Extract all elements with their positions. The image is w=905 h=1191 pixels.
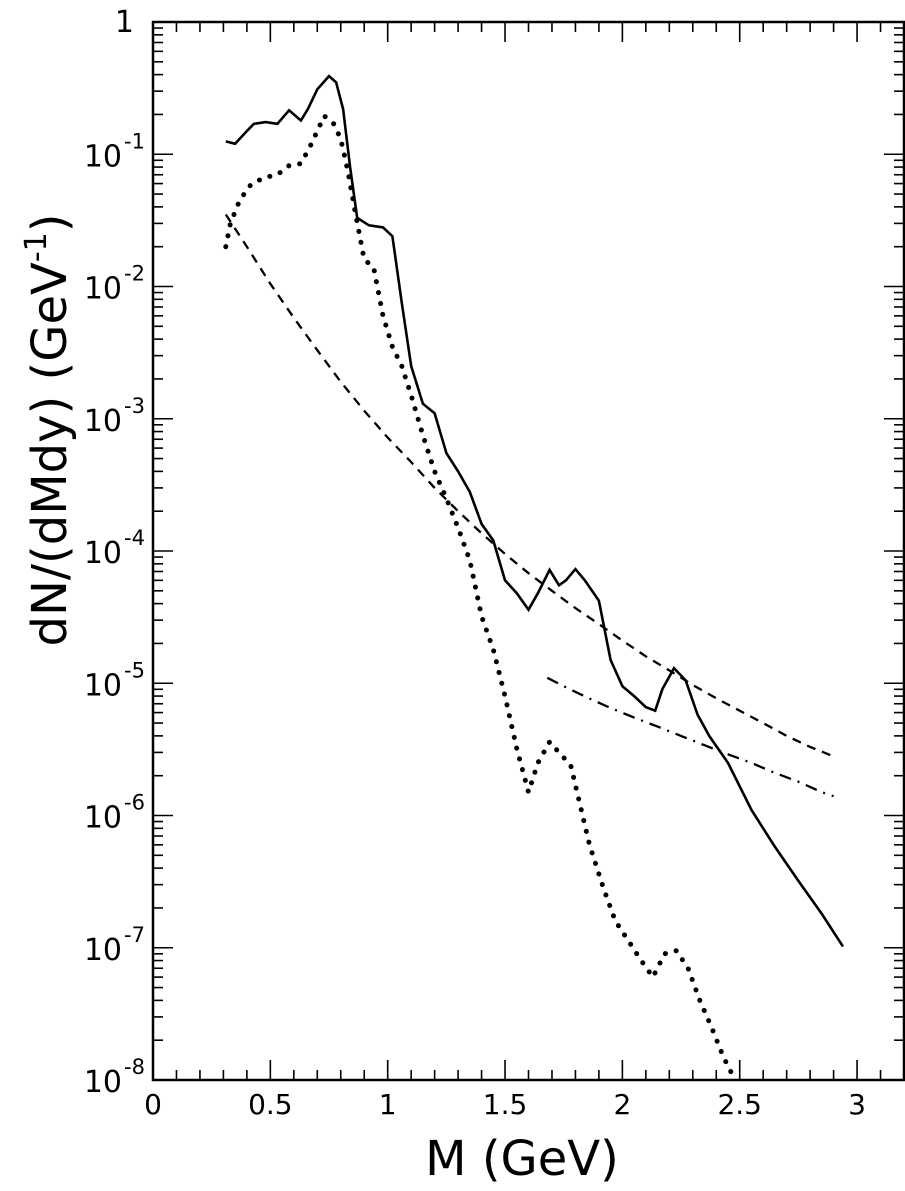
y-tick-label: 10 — [84, 933, 122, 968]
x-tick-label: 2.5 — [717, 1088, 762, 1121]
series-dotted-line — [223, 111, 738, 1083]
y-tick-label-exponent: -2 — [124, 262, 145, 286]
series-dashdot-line — [546, 676, 834, 798]
x-tick-label: 0 — [144, 1088, 162, 1121]
y-tick-label: 10 — [84, 404, 122, 439]
y-tick-label-exponent: -5 — [124, 658, 145, 682]
x-tick-label: 1.5 — [483, 1088, 528, 1121]
axis-ticks — [152, 21, 905, 1081]
x-tick-label: 0.5 — [248, 1088, 293, 1121]
y-tick-label: 10 — [84, 801, 122, 836]
y-tick-label: 10 — [84, 272, 122, 307]
y-tick-label-exponent: -6 — [124, 791, 145, 815]
y-tick-label-exponent: -3 — [124, 394, 145, 418]
y-axis-title: dN/(dMdy) (GeV-1) — [19, 214, 78, 647]
y-tick-label-exponent: -8 — [124, 1055, 145, 1079]
y-axis-title-main: dN/(dMdy) (GeV — [22, 262, 78, 646]
tick-labels: 0 0.5 1 1.5 2 2.5 3110-110-210-310-410-510-610… — [84, 5, 866, 1121]
plot-frame — [151, 20, 905, 1082]
y-tick-label-exponent: -1 — [124, 129, 145, 153]
plot-lines — [223, 74, 845, 1083]
x-tick-label: 1 — [379, 1088, 397, 1121]
y-tick-label: 10 — [84, 668, 122, 703]
y-tick-label: 10 — [84, 139, 122, 174]
y-axis-title-sup: -1 — [19, 232, 54, 262]
y-tick-label: 10 — [84, 1065, 122, 1100]
x-axis-title: M (GeV) — [425, 1131, 619, 1187]
y-tick-label: 1 — [115, 5, 134, 40]
y-axis-title-close: ) — [22, 214, 78, 233]
x-tick-label: 3 — [848, 1088, 866, 1121]
series-dashed-line — [224, 213, 835, 758]
y-tick-label-exponent: -4 — [124, 526, 145, 550]
series-solid-line — [225, 74, 845, 948]
y-tick-label: 10 — [84, 536, 122, 571]
x-tick-label: 2 — [613, 1088, 631, 1121]
y-tick-label-exponent: -7 — [124, 923, 145, 947]
